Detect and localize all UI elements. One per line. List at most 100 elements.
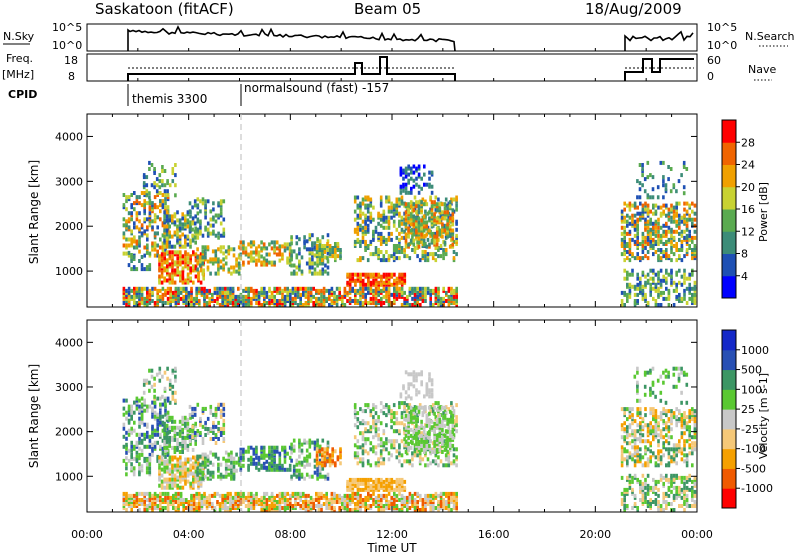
echo-cell xyxy=(199,473,203,478)
echo-cell xyxy=(171,445,174,450)
echo-cell xyxy=(441,210,444,215)
echo-cell xyxy=(387,254,391,259)
echo-cell xyxy=(130,498,133,502)
echo-cell xyxy=(164,506,167,510)
echo-cell xyxy=(296,288,300,293)
echo-cell xyxy=(311,251,314,256)
echo-cell xyxy=(348,483,352,488)
echo-cell xyxy=(181,439,184,444)
echo-cell xyxy=(165,218,169,223)
echo-cell xyxy=(143,286,146,291)
echo-cell xyxy=(343,303,347,307)
echo-cell xyxy=(451,244,455,249)
echo-cell xyxy=(626,250,629,254)
echo-cell xyxy=(143,436,146,441)
echo-cell xyxy=(204,215,207,220)
echo-cell xyxy=(430,224,434,229)
echo-cell xyxy=(359,213,362,218)
echo-cell xyxy=(176,441,179,446)
echo-cell xyxy=(201,245,205,250)
echo-cell xyxy=(675,242,678,246)
echo-cell xyxy=(222,418,226,423)
echo-cell xyxy=(398,219,401,224)
echo-cell xyxy=(125,416,128,421)
echo-cell xyxy=(146,408,149,413)
echo-cell xyxy=(291,290,295,295)
echo-cell xyxy=(417,190,421,195)
echo-cell xyxy=(691,235,694,240)
echo-cell xyxy=(247,242,250,247)
echo-cell xyxy=(657,254,660,259)
echo-cell xyxy=(324,269,327,274)
echo-cell xyxy=(206,199,210,204)
echo-cell xyxy=(451,413,455,418)
echo-cell xyxy=(222,217,226,222)
echo-cell xyxy=(361,225,365,230)
echo-cell xyxy=(288,246,292,251)
echo-cell xyxy=(281,288,284,293)
echo-cell xyxy=(623,244,626,248)
echo-cell xyxy=(311,265,314,270)
echo-cell xyxy=(143,203,146,208)
echo-cell xyxy=(206,231,210,236)
echo-cell xyxy=(249,240,253,245)
echo-cell xyxy=(321,254,324,259)
echo-cell xyxy=(649,244,652,248)
echo-cell xyxy=(135,199,139,204)
echo-cell xyxy=(164,201,167,206)
echo-cell xyxy=(273,299,276,303)
echo-cell xyxy=(430,200,434,205)
echo-cell xyxy=(184,240,187,245)
echo-cell xyxy=(359,227,362,232)
echo-cell xyxy=(125,207,128,212)
echo-cell xyxy=(651,195,655,200)
echo-cell xyxy=(184,435,187,440)
echo-cell xyxy=(325,296,328,301)
echo-cell xyxy=(237,294,240,299)
echo-cell xyxy=(133,237,136,242)
echo-cell xyxy=(672,252,676,257)
echo-cell xyxy=(146,288,149,293)
echo-cell xyxy=(428,176,431,181)
echo-cell xyxy=(273,445,276,450)
echo-cell xyxy=(387,299,391,303)
echo-cell xyxy=(379,223,383,228)
echo-cell xyxy=(138,201,141,206)
echo-cell xyxy=(173,477,177,482)
echo-cell xyxy=(298,444,301,449)
echo-cell xyxy=(174,163,177,167)
echo-cell xyxy=(377,419,380,424)
echo-cell xyxy=(201,452,205,457)
echo-cell xyxy=(179,491,183,496)
echo-cell xyxy=(638,195,642,200)
echo-cell xyxy=(224,474,228,479)
echo-cell xyxy=(398,477,401,482)
echo-cell xyxy=(665,221,668,226)
echo-cell xyxy=(194,473,198,478)
echo-cell xyxy=(685,201,689,206)
echo-cell xyxy=(339,447,342,452)
echo-cell xyxy=(374,405,378,410)
echo-cell xyxy=(683,268,686,273)
echo-cell xyxy=(273,248,276,253)
echo-cell xyxy=(204,427,207,431)
echo-cell xyxy=(377,483,381,488)
echo-cell xyxy=(164,498,167,502)
echo-cell xyxy=(431,252,435,257)
echo-cell xyxy=(374,288,378,293)
echo-cell xyxy=(184,224,187,229)
echo-cell xyxy=(326,239,330,244)
echo-cell xyxy=(133,456,136,461)
echo-cell xyxy=(434,299,438,303)
echo-cell xyxy=(179,250,182,255)
echo-cell xyxy=(303,438,306,443)
echo-cell xyxy=(176,234,179,239)
echo-cell xyxy=(307,294,310,299)
echo-cell xyxy=(153,400,156,405)
echo-cell xyxy=(163,210,166,215)
echo-cell xyxy=(626,292,629,297)
echo-cell xyxy=(387,221,391,226)
echo-cell xyxy=(361,286,365,291)
echo-cell xyxy=(232,468,236,473)
echo-cell xyxy=(288,467,292,472)
